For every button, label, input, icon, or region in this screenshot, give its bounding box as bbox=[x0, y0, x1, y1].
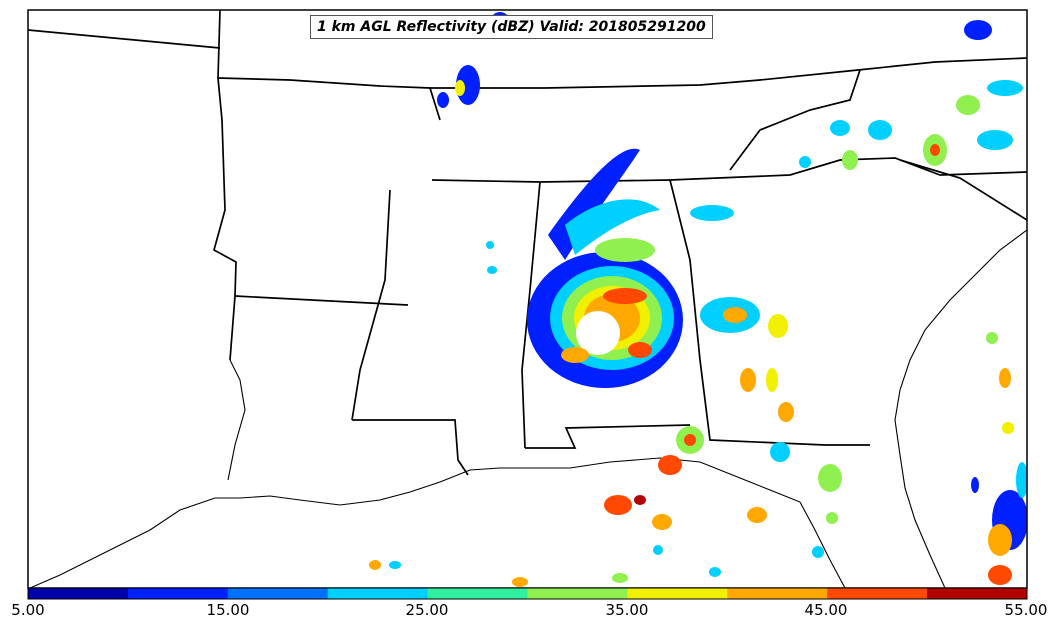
colorbar-segment bbox=[427, 588, 528, 599]
colorbar bbox=[27, 587, 1028, 600]
coastline bbox=[29, 229, 1027, 588]
colorbar-tick-label: 55.00 bbox=[1004, 601, 1048, 619]
scattered-cells bbox=[369, 12, 1027, 587]
state-boundaries bbox=[28, 10, 1027, 476]
colorbar-segment bbox=[327, 588, 429, 599]
colorbar-segment bbox=[227, 588, 329, 599]
colorbar-segment bbox=[627, 588, 728, 599]
colorbar-segment bbox=[727, 588, 828, 599]
colorbar-tick-label: 25.00 bbox=[405, 601, 449, 619]
colorbar-tick-label: 15.00 bbox=[206, 601, 250, 619]
colorbar-segment bbox=[527, 588, 628, 599]
reflectivity-echoes bbox=[369, 12, 1027, 587]
colorbar-tick-label: 35.00 bbox=[605, 601, 649, 619]
colorbar-segment bbox=[28, 588, 129, 599]
colorbar-tick-label: 5.00 bbox=[11, 601, 45, 619]
map-title: 1 km AGL Reflectivity (dBZ) Valid: 20180… bbox=[310, 15, 713, 39]
colorbar-outline bbox=[27, 587, 1028, 600]
colorbar-segment bbox=[927, 588, 1028, 599]
map-border bbox=[27, 9, 1028, 589]
colorbar-segment bbox=[827, 588, 928, 599]
colorbar-tick-label: 45.00 bbox=[804, 601, 848, 619]
colorbar-segment bbox=[127, 588, 229, 599]
hurricane-echo bbox=[527, 148, 683, 388]
